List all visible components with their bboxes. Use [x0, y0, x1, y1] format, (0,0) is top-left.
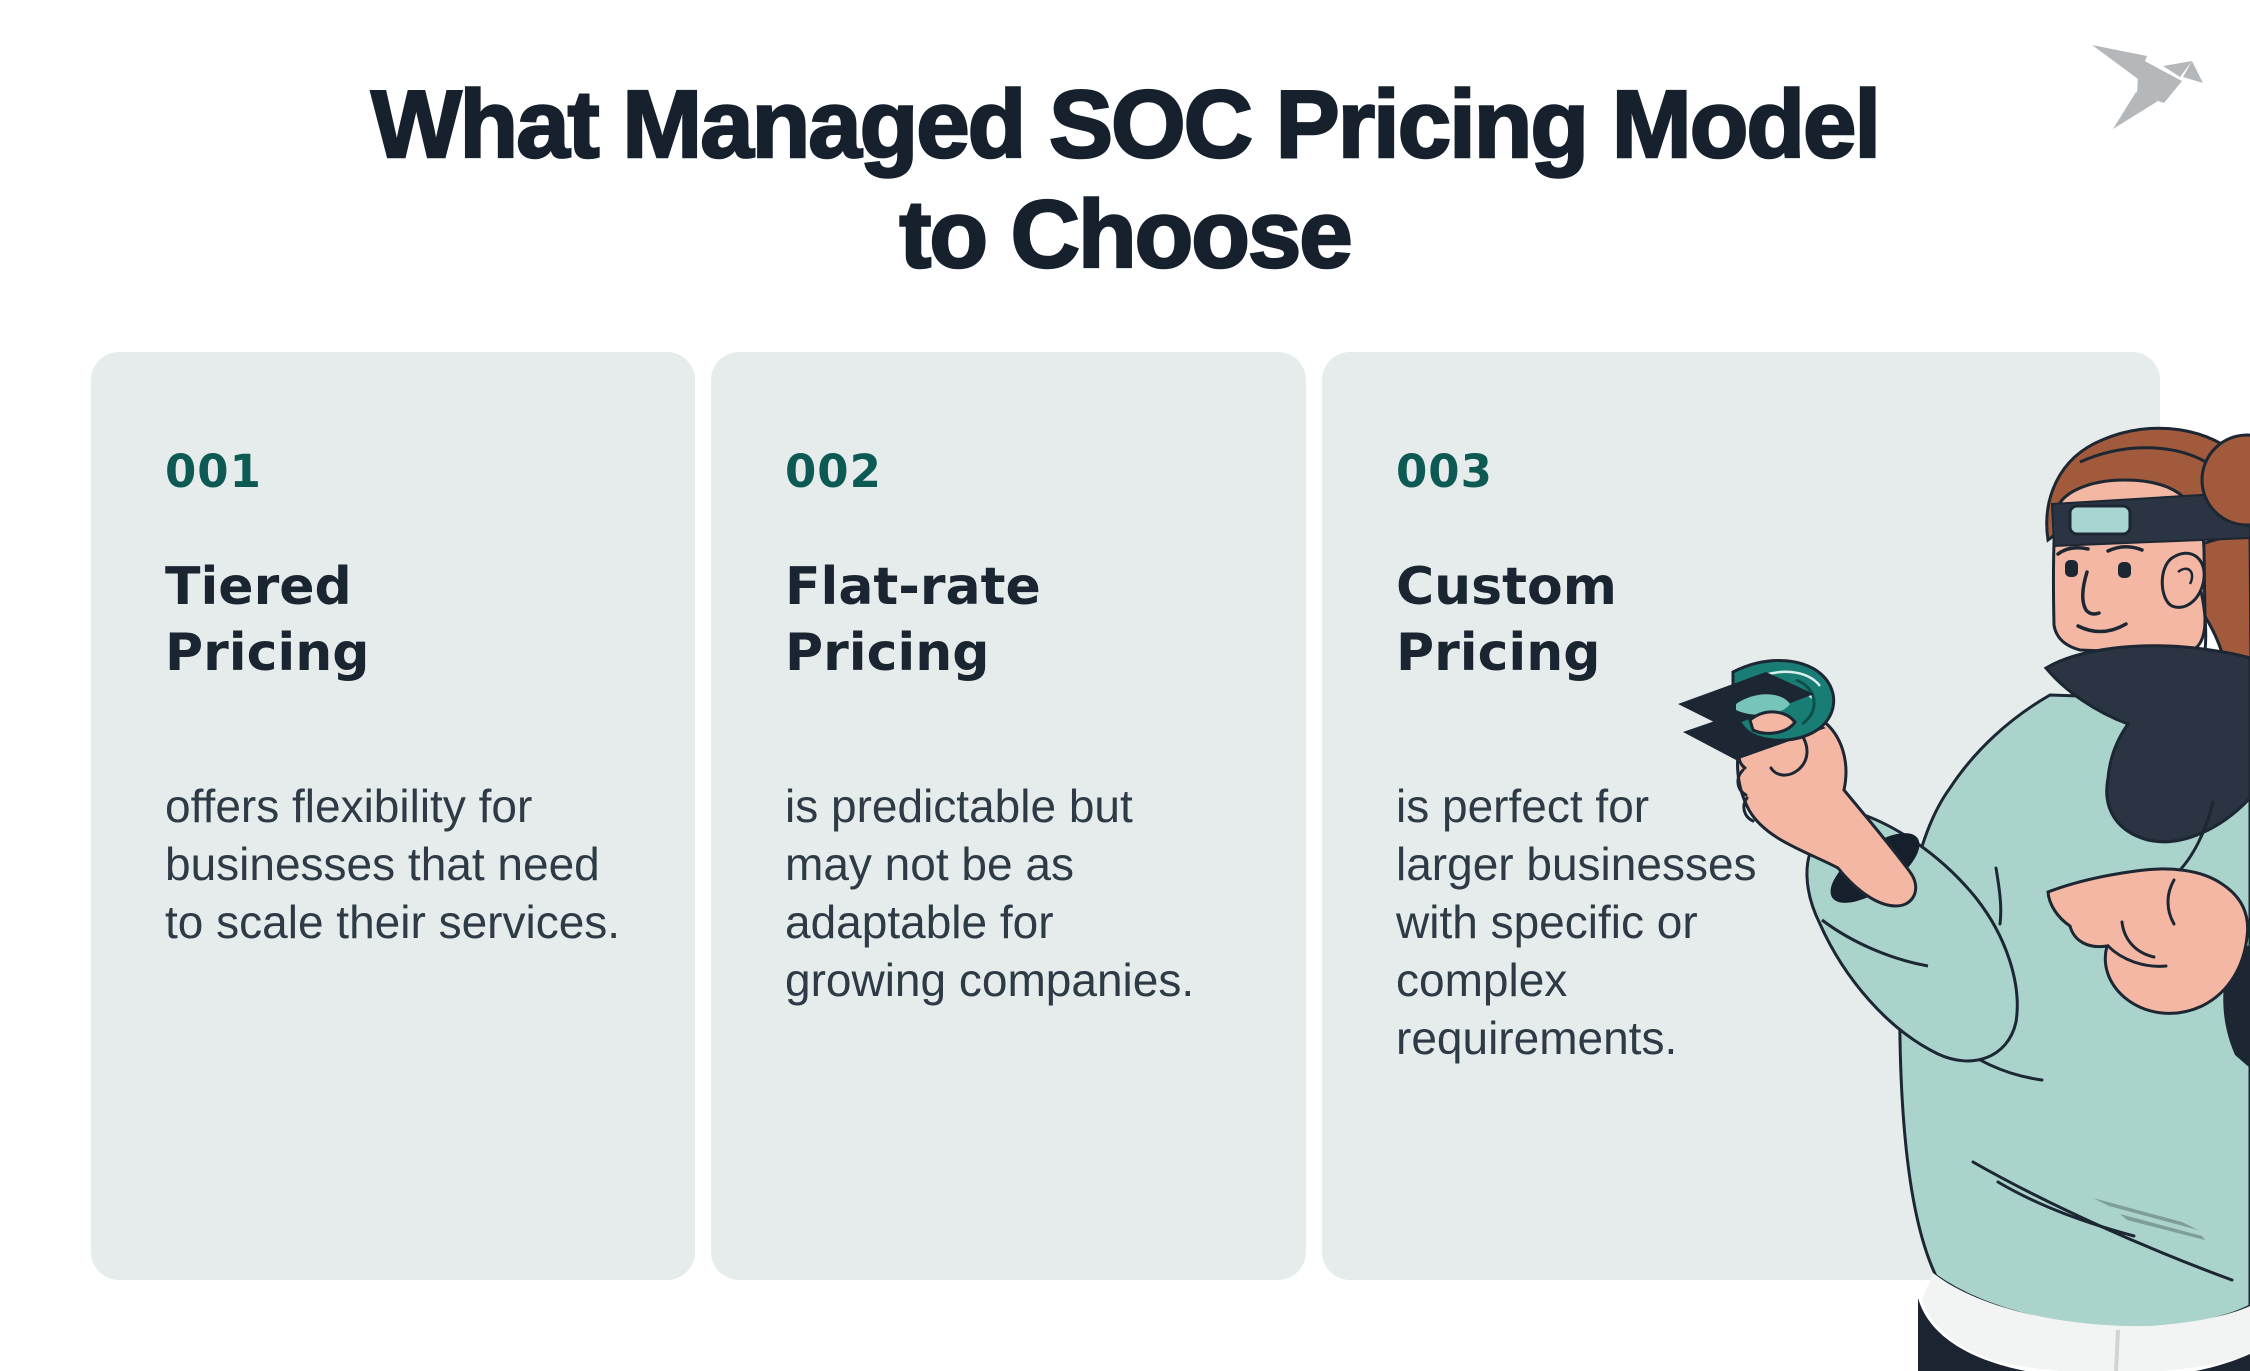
origami-bird-logo	[2092, 45, 2203, 129]
grip-finger	[1748, 710, 1797, 735]
headband-screen	[2068, 504, 2132, 536]
page-title-line2: to Choose	[898, 180, 1354, 290]
card-number: 003	[1396, 445, 1493, 498]
card-flat-rate-pricing: 002 Flat-rate Pricing is predictable but…	[711, 352, 1306, 1280]
person-headband	[2050, 490, 2250, 548]
person-illustration	[1678, 426, 2250, 1371]
pants-seam	[2114, 1329, 2120, 1371]
card-title: Custom Pricing	[1396, 556, 1617, 683]
face-features	[2056, 545, 2144, 634]
card-description: offers flexibility for businesses that n…	[165, 779, 621, 948]
pointing-hand	[2046, 867, 2250, 1068]
page-title-line1: What Managed SOC Pricing Model	[370, 70, 1883, 180]
shirt-hem	[1922, 1273, 2250, 1371]
card-title: Tiered Pricing	[165, 556, 370, 683]
card-tiered-pricing: 001 Tiered Pricing offers flexibility fo…	[91, 352, 695, 1280]
fist-hand	[1736, 708, 1918, 908]
card-description: is perfect for larger businesses with sp…	[1396, 779, 1757, 1064]
card-description: is predictable but may not be as adaptab…	[785, 779, 1195, 1006]
card-number: 002	[785, 445, 882, 498]
sweater-details	[1948, 800, 2234, 1282]
page-title: What Managed SOC Pricing Model to Choose	[0, 70, 2250, 291]
origami-bird-shapes	[2092, 45, 2203, 129]
person-scarf	[2043, 644, 2250, 844]
ear	[2160, 551, 2206, 609]
person-pants	[1918, 1298, 2250, 1371]
card-title: Flat-rate Pricing	[785, 556, 1041, 683]
card-number: 001	[165, 445, 262, 498]
person-hair-bun	[2079, 433, 2250, 706]
